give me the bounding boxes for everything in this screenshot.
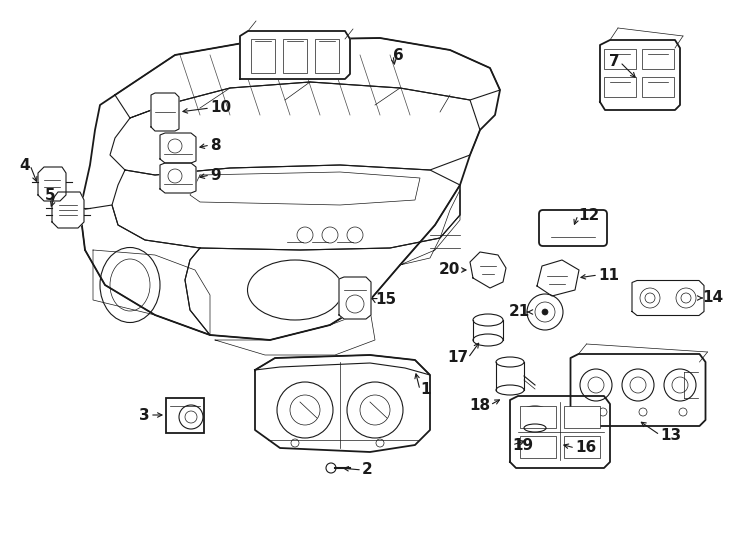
Polygon shape xyxy=(600,40,680,110)
Polygon shape xyxy=(255,355,430,452)
FancyBboxPatch shape xyxy=(539,210,607,246)
Text: 19: 19 xyxy=(512,437,533,453)
Text: 12: 12 xyxy=(578,207,599,222)
Text: 18: 18 xyxy=(469,397,490,413)
FancyBboxPatch shape xyxy=(564,436,600,458)
FancyBboxPatch shape xyxy=(251,39,275,73)
Polygon shape xyxy=(570,354,705,426)
Polygon shape xyxy=(510,396,610,468)
FancyBboxPatch shape xyxy=(166,397,204,433)
Polygon shape xyxy=(473,320,503,342)
FancyBboxPatch shape xyxy=(520,436,556,458)
Polygon shape xyxy=(524,410,546,428)
Text: 17: 17 xyxy=(447,350,468,366)
Text: 9: 9 xyxy=(210,167,221,183)
Text: 8: 8 xyxy=(210,138,221,152)
Text: 5: 5 xyxy=(44,187,55,202)
Polygon shape xyxy=(160,133,196,163)
FancyBboxPatch shape xyxy=(564,406,600,428)
Circle shape xyxy=(527,294,563,330)
Text: 1: 1 xyxy=(420,382,431,397)
Ellipse shape xyxy=(524,406,546,414)
Text: 11: 11 xyxy=(598,267,619,282)
FancyBboxPatch shape xyxy=(520,406,556,428)
Polygon shape xyxy=(38,167,66,201)
Text: 15: 15 xyxy=(375,293,396,307)
Polygon shape xyxy=(632,280,704,315)
Text: 13: 13 xyxy=(660,428,681,442)
Ellipse shape xyxy=(473,314,503,326)
Polygon shape xyxy=(52,192,84,228)
Text: 4: 4 xyxy=(19,158,30,172)
Text: 16: 16 xyxy=(575,441,596,456)
Text: 20: 20 xyxy=(439,262,460,278)
Polygon shape xyxy=(537,260,579,296)
FancyBboxPatch shape xyxy=(283,39,307,73)
Text: 14: 14 xyxy=(702,291,723,306)
Ellipse shape xyxy=(496,357,524,367)
Polygon shape xyxy=(470,252,506,288)
FancyBboxPatch shape xyxy=(642,49,674,69)
FancyBboxPatch shape xyxy=(604,77,636,97)
Polygon shape xyxy=(160,163,196,193)
FancyBboxPatch shape xyxy=(642,77,674,97)
Polygon shape xyxy=(151,93,179,131)
Circle shape xyxy=(542,309,548,315)
Text: 3: 3 xyxy=(139,408,150,422)
Text: 10: 10 xyxy=(210,100,231,116)
Polygon shape xyxy=(339,277,371,319)
Text: 2: 2 xyxy=(362,462,373,477)
FancyBboxPatch shape xyxy=(604,49,636,69)
Polygon shape xyxy=(240,31,350,79)
Text: 21: 21 xyxy=(509,305,530,320)
Text: 7: 7 xyxy=(609,55,620,70)
Text: 6: 6 xyxy=(393,48,404,63)
FancyBboxPatch shape xyxy=(315,39,339,73)
Polygon shape xyxy=(496,362,524,390)
